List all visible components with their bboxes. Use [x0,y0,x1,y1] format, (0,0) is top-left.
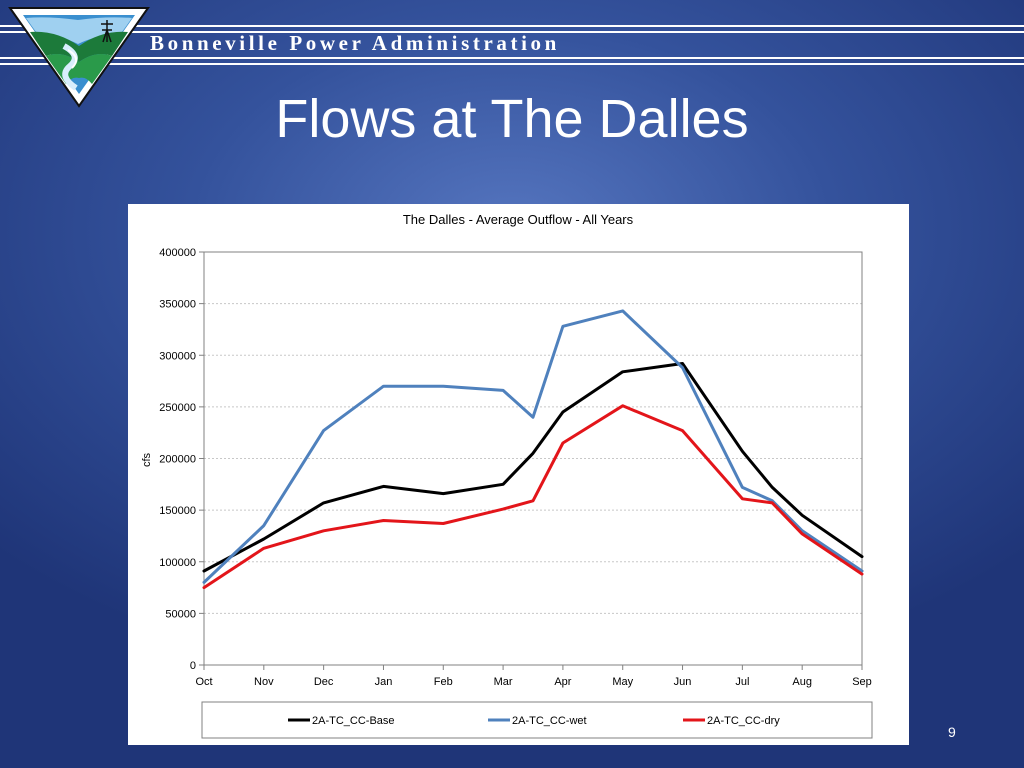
x-tick-label: Jun [674,676,692,688]
org-name: Bonneville Power Administration [150,31,560,55]
y-tick-label: 50000 [165,608,196,620]
x-tick-label: Feb [434,676,453,688]
chart-panel: The Dalles - Average Outflow - All Years… [128,204,909,745]
legend-label: 2A-TC_CC-wet [512,715,587,727]
header-rule-top [0,25,1024,27]
y-tick-label: 350000 [159,299,196,311]
x-tick-label: Dec [314,676,334,688]
y-tick-label: 400000 [159,247,196,259]
legend-label: 2A-TC_CC-Base [312,715,395,727]
tick-layer: 0 50000 100000 150000 200000 250000 300000 3500… [159,247,872,688]
y-tick-label: 250000 [159,402,196,414]
x-tick-label: Oct [195,676,212,688]
x-tick-label: Jul [735,676,749,688]
grid-layer [204,303,862,614]
line-chart: The Dalles - Average Outflow - All Years… [141,212,873,739]
x-tick-label: Mar [494,676,513,688]
x-tick-label: Jan [375,676,393,688]
x-tick-label: Aug [792,676,812,688]
slide-number: 9 [948,724,956,740]
slide-title: Flows at The Dalles [275,89,749,149]
bpa-logo [8,7,150,108]
x-tick-label: May [612,676,633,688]
header-rule-bottom [0,63,1024,65]
y-tick-label: 150000 [159,505,196,517]
legend: 2A-TC_CC-Base 2A-TC_CC-wet 2A-TC_CC-dry [288,715,780,727]
y-tick-label: 300000 [159,350,196,362]
x-tick-label: Apr [554,676,571,688]
header-rule-lower [0,57,1024,59]
x-tick-label: Nov [254,676,274,688]
series-line-2A-TC_CC-dry [202,404,864,590]
legend-label: 2A-TC_CC-dry [707,715,780,727]
y-tick-label: 0 [190,660,196,672]
x-tick-label: Sep [852,676,872,688]
y-tick-label: 200000 [159,454,196,466]
chart-title: The Dalles - Average Outflow - All Years [403,212,634,227]
legend-box [201,701,873,739]
header-rule-upper [0,31,1024,33]
series-layer [202,309,864,590]
series-line-2A-TC_CC-wet [202,309,864,584]
y-axis-label: cfs [141,452,153,467]
series-line-2A-TC_CC-Base [202,362,864,573]
y-tick-label: 100000 [159,557,196,569]
